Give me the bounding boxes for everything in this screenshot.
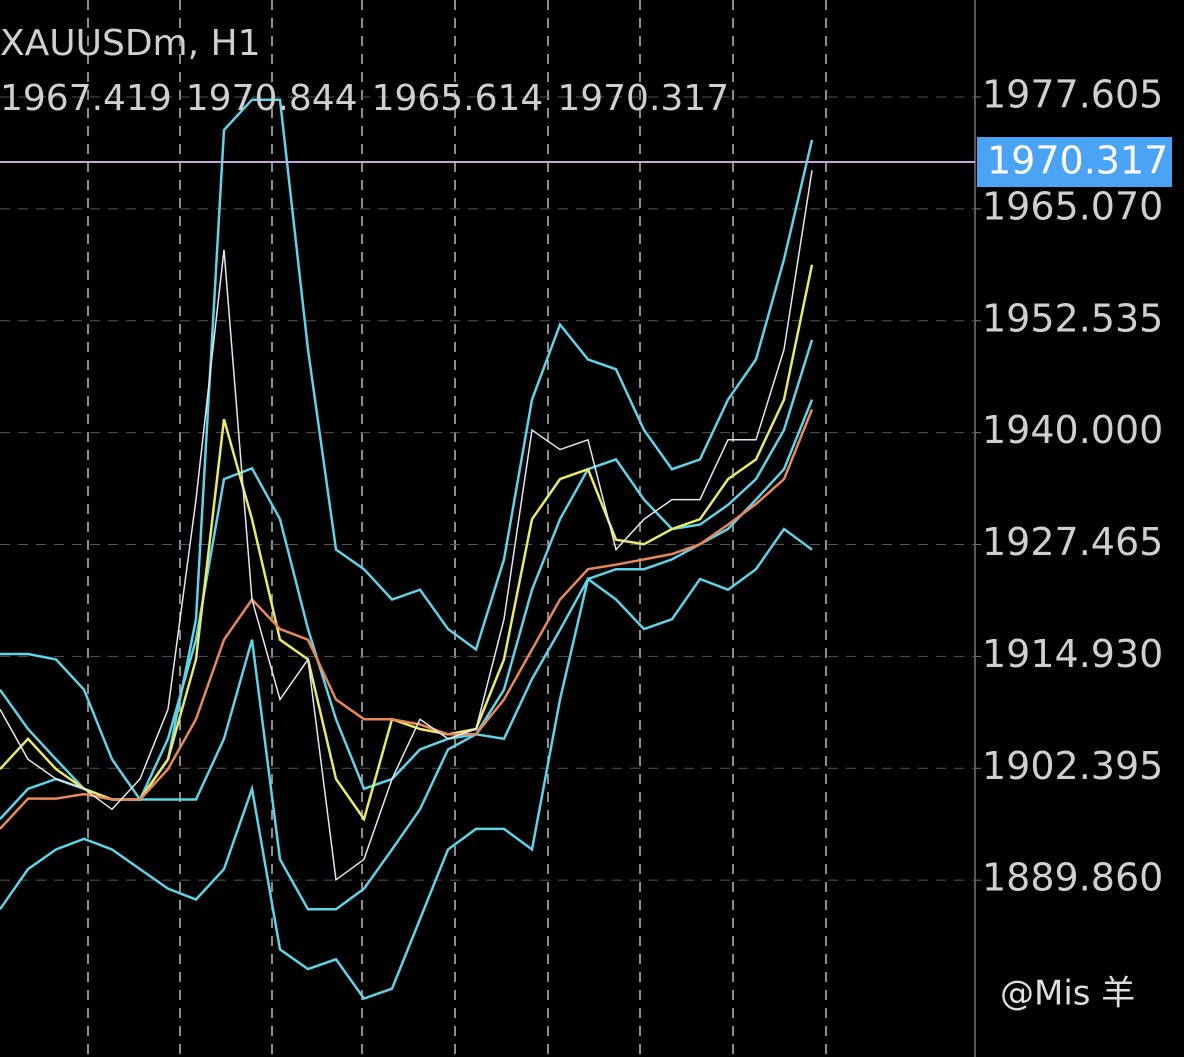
ohlc-value: 1965.614 xyxy=(372,78,544,119)
y-tick-label: 1965.070 xyxy=(982,184,1163,228)
last-price-box xyxy=(977,137,1172,188)
ohlc-value: 1970.844 xyxy=(186,78,358,119)
series-line xyxy=(0,98,814,802)
series-line xyxy=(0,408,814,830)
ohlc-value: 1970.317 xyxy=(557,78,729,119)
last-price-label: 1970.317 xyxy=(987,139,1168,183)
period-separators xyxy=(87,0,827,1057)
series-line xyxy=(0,527,813,1000)
ohlc-value: 1967.419 xyxy=(0,78,172,119)
watermark: @Mis 羊 xyxy=(1000,974,1135,1014)
plot xyxy=(0,96,975,1000)
series-line xyxy=(0,170,813,882)
chart-title: XAUUSDm, H1 xyxy=(0,23,261,64)
y-tick-label: 1927.465 xyxy=(982,520,1163,564)
y-tick-label: 1914.930 xyxy=(982,632,1163,676)
y-tick-label: 1902.395 xyxy=(982,744,1163,788)
y-tick-label: 1952.535 xyxy=(982,296,1163,340)
y-tick-label: 1977.605 xyxy=(982,72,1163,116)
y-tick-label: 1889.860 xyxy=(982,856,1163,900)
ohlc: 1967.419 1970.844 1965.614 1970.317 xyxy=(0,78,729,119)
y-tick-label: 1940.000 xyxy=(982,408,1163,452)
